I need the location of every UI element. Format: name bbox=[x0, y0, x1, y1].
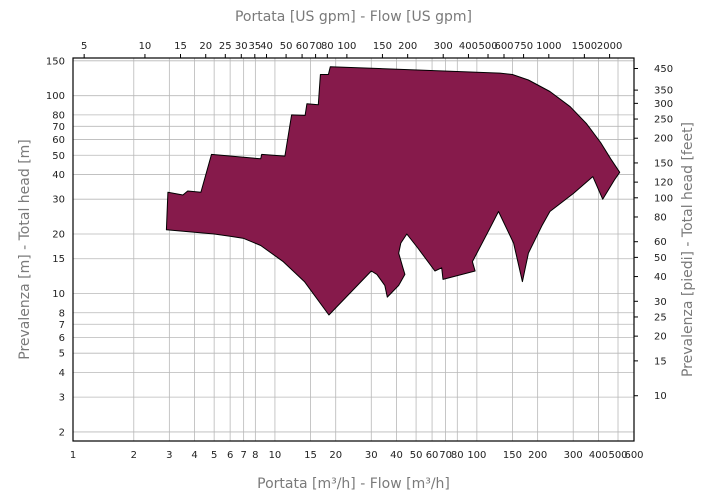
y-tick-label-left: 100 bbox=[46, 91, 65, 102]
x-tick-label-top: 600 bbox=[494, 41, 513, 52]
x-tick-label-bottom: 3 bbox=[166, 450, 172, 461]
x-tick-label-bottom: 30 bbox=[365, 450, 378, 461]
x-tick-label-top: 10 bbox=[139, 41, 152, 52]
y-tick-label-right: 450 bbox=[654, 64, 673, 75]
y-tick-label-left: 150 bbox=[46, 56, 65, 67]
x-tick-label-top: 100 bbox=[337, 41, 356, 52]
y-tick-label-right: 120 bbox=[654, 178, 673, 189]
x-tick-label-top: 500 bbox=[478, 41, 497, 52]
x-tick-label-bottom: 500 bbox=[608, 450, 627, 461]
y-tick-label-left: 15 bbox=[52, 254, 65, 265]
y-tick-label-left: 8 bbox=[59, 308, 65, 319]
x-tick-label-top: 40 bbox=[260, 41, 273, 52]
x-tick-label-bottom: 15 bbox=[304, 450, 317, 461]
y-tick-label-left: 5 bbox=[59, 349, 65, 360]
x-tick-label-bottom: 150 bbox=[503, 450, 522, 461]
x-tick-label-top: 60 bbox=[296, 41, 309, 52]
y-tick-label-right: 60 bbox=[654, 237, 667, 248]
y-tick-label-right: 50 bbox=[654, 253, 667, 264]
x-tick-label-top: 1000 bbox=[536, 41, 561, 52]
x-tick-label-bottom: 6 bbox=[227, 450, 233, 461]
y-tick-label-left: 50 bbox=[52, 151, 65, 162]
x-tick-label-bottom: 8 bbox=[252, 450, 258, 461]
y-tick-label-right: 80 bbox=[654, 212, 667, 223]
y-tick-label-right: 350 bbox=[654, 86, 673, 97]
x-tick-label-top: 25 bbox=[219, 41, 232, 52]
x-tick-label-bottom: 5 bbox=[211, 450, 217, 461]
x-tick-label-top: 5 bbox=[81, 41, 87, 52]
x-tick-label-bottom: 4 bbox=[191, 450, 197, 461]
y-tick-label-left: 3 bbox=[59, 393, 65, 404]
y-tick-label-right: 10 bbox=[654, 391, 667, 402]
y-tick-label-left: 4 bbox=[59, 368, 65, 379]
x-tick-label-bottom: 600 bbox=[624, 450, 643, 461]
x-tick-label-top: 20 bbox=[199, 41, 212, 52]
y-tick-label-right: 300 bbox=[654, 99, 673, 110]
x-tick-label-bottom: 80 bbox=[451, 450, 464, 461]
y-tick-label-left: 60 bbox=[52, 135, 65, 146]
y-tick-label-left: 6 bbox=[59, 333, 65, 344]
x-tick-label-top: 400 bbox=[459, 41, 478, 52]
x-tick-label-bottom: 300 bbox=[564, 450, 583, 461]
x-tick-label-top: 2000 bbox=[597, 41, 622, 52]
y-tick-label-right: 150 bbox=[654, 158, 673, 169]
x-tick-label-top: 1500 bbox=[572, 41, 597, 52]
x-tick-label-bottom: 20 bbox=[329, 450, 342, 461]
y-tick-label-left: 30 bbox=[52, 195, 65, 206]
x-tick-label-top: 70 bbox=[309, 41, 322, 52]
x-tick-label-bottom: 50 bbox=[410, 450, 423, 461]
x-tick-label-bottom: 70 bbox=[439, 450, 452, 461]
performance-envelope-area bbox=[165, 66, 621, 316]
y-tick-label-left: 7 bbox=[59, 320, 65, 331]
x-tick-label-bottom: 40 bbox=[390, 450, 403, 461]
y-tick-label-left: 10 bbox=[52, 289, 65, 300]
y-tick-label-right: 25 bbox=[654, 312, 667, 323]
left-axis-title: Prevalenza [m] - Total head [m] bbox=[17, 139, 33, 360]
x-tick-label-top: 15 bbox=[174, 41, 187, 52]
y-tick-label-right: 15 bbox=[654, 356, 667, 367]
right-axis-title: Prevalenza [piedi] - Total head [feet] bbox=[680, 122, 696, 377]
x-tick-label-top: 35 bbox=[248, 41, 261, 52]
x-tick-label-top: 300 bbox=[434, 41, 453, 52]
y-tick-label-right: 100 bbox=[654, 193, 673, 204]
y-tick-label-left: 70 bbox=[52, 122, 65, 133]
x-tick-label-bottom: 100 bbox=[467, 450, 486, 461]
x-tick-label-bottom: 10 bbox=[269, 450, 282, 461]
x-tick-label-bottom: 400 bbox=[589, 450, 608, 461]
x-tick-label-bottom: 2 bbox=[131, 450, 137, 461]
x-tick-label-bottom: 200 bbox=[528, 450, 547, 461]
y-tick-label-right: 40 bbox=[654, 272, 667, 283]
x-tick-label-top: 750 bbox=[514, 41, 533, 52]
y-tick-label-right: 200 bbox=[654, 134, 673, 145]
x-tick-label-bottom: 60 bbox=[426, 450, 439, 461]
x-tick-label-top: 30 bbox=[235, 41, 248, 52]
x-tick-label-top: 200 bbox=[398, 41, 417, 52]
y-tick-label-right: 250 bbox=[654, 115, 673, 126]
y-tick-label-left: 2 bbox=[59, 427, 65, 438]
y-tick-label-right: 20 bbox=[654, 332, 667, 343]
y-tick-label-left: 40 bbox=[52, 170, 65, 181]
y-tick-label-right: 30 bbox=[654, 297, 667, 308]
bottom-axis-title: Portata [m³/h] - Flow [m³/h] bbox=[257, 476, 450, 492]
x-tick-label-bottom: 1 bbox=[70, 450, 76, 461]
x-tick-label-bottom: 7 bbox=[240, 450, 246, 461]
x-tick-label-top: 80 bbox=[321, 41, 334, 52]
y-tick-label-left: 20 bbox=[52, 230, 65, 241]
x-tick-label-top: 50 bbox=[280, 41, 293, 52]
y-tick-label-left: 80 bbox=[52, 110, 65, 121]
top-axis-title: Portata [US gpm] - Flow [US gpm] bbox=[235, 9, 472, 25]
plot-frame bbox=[72, 57, 635, 442]
x-tick-label-top: 150 bbox=[373, 41, 392, 52]
